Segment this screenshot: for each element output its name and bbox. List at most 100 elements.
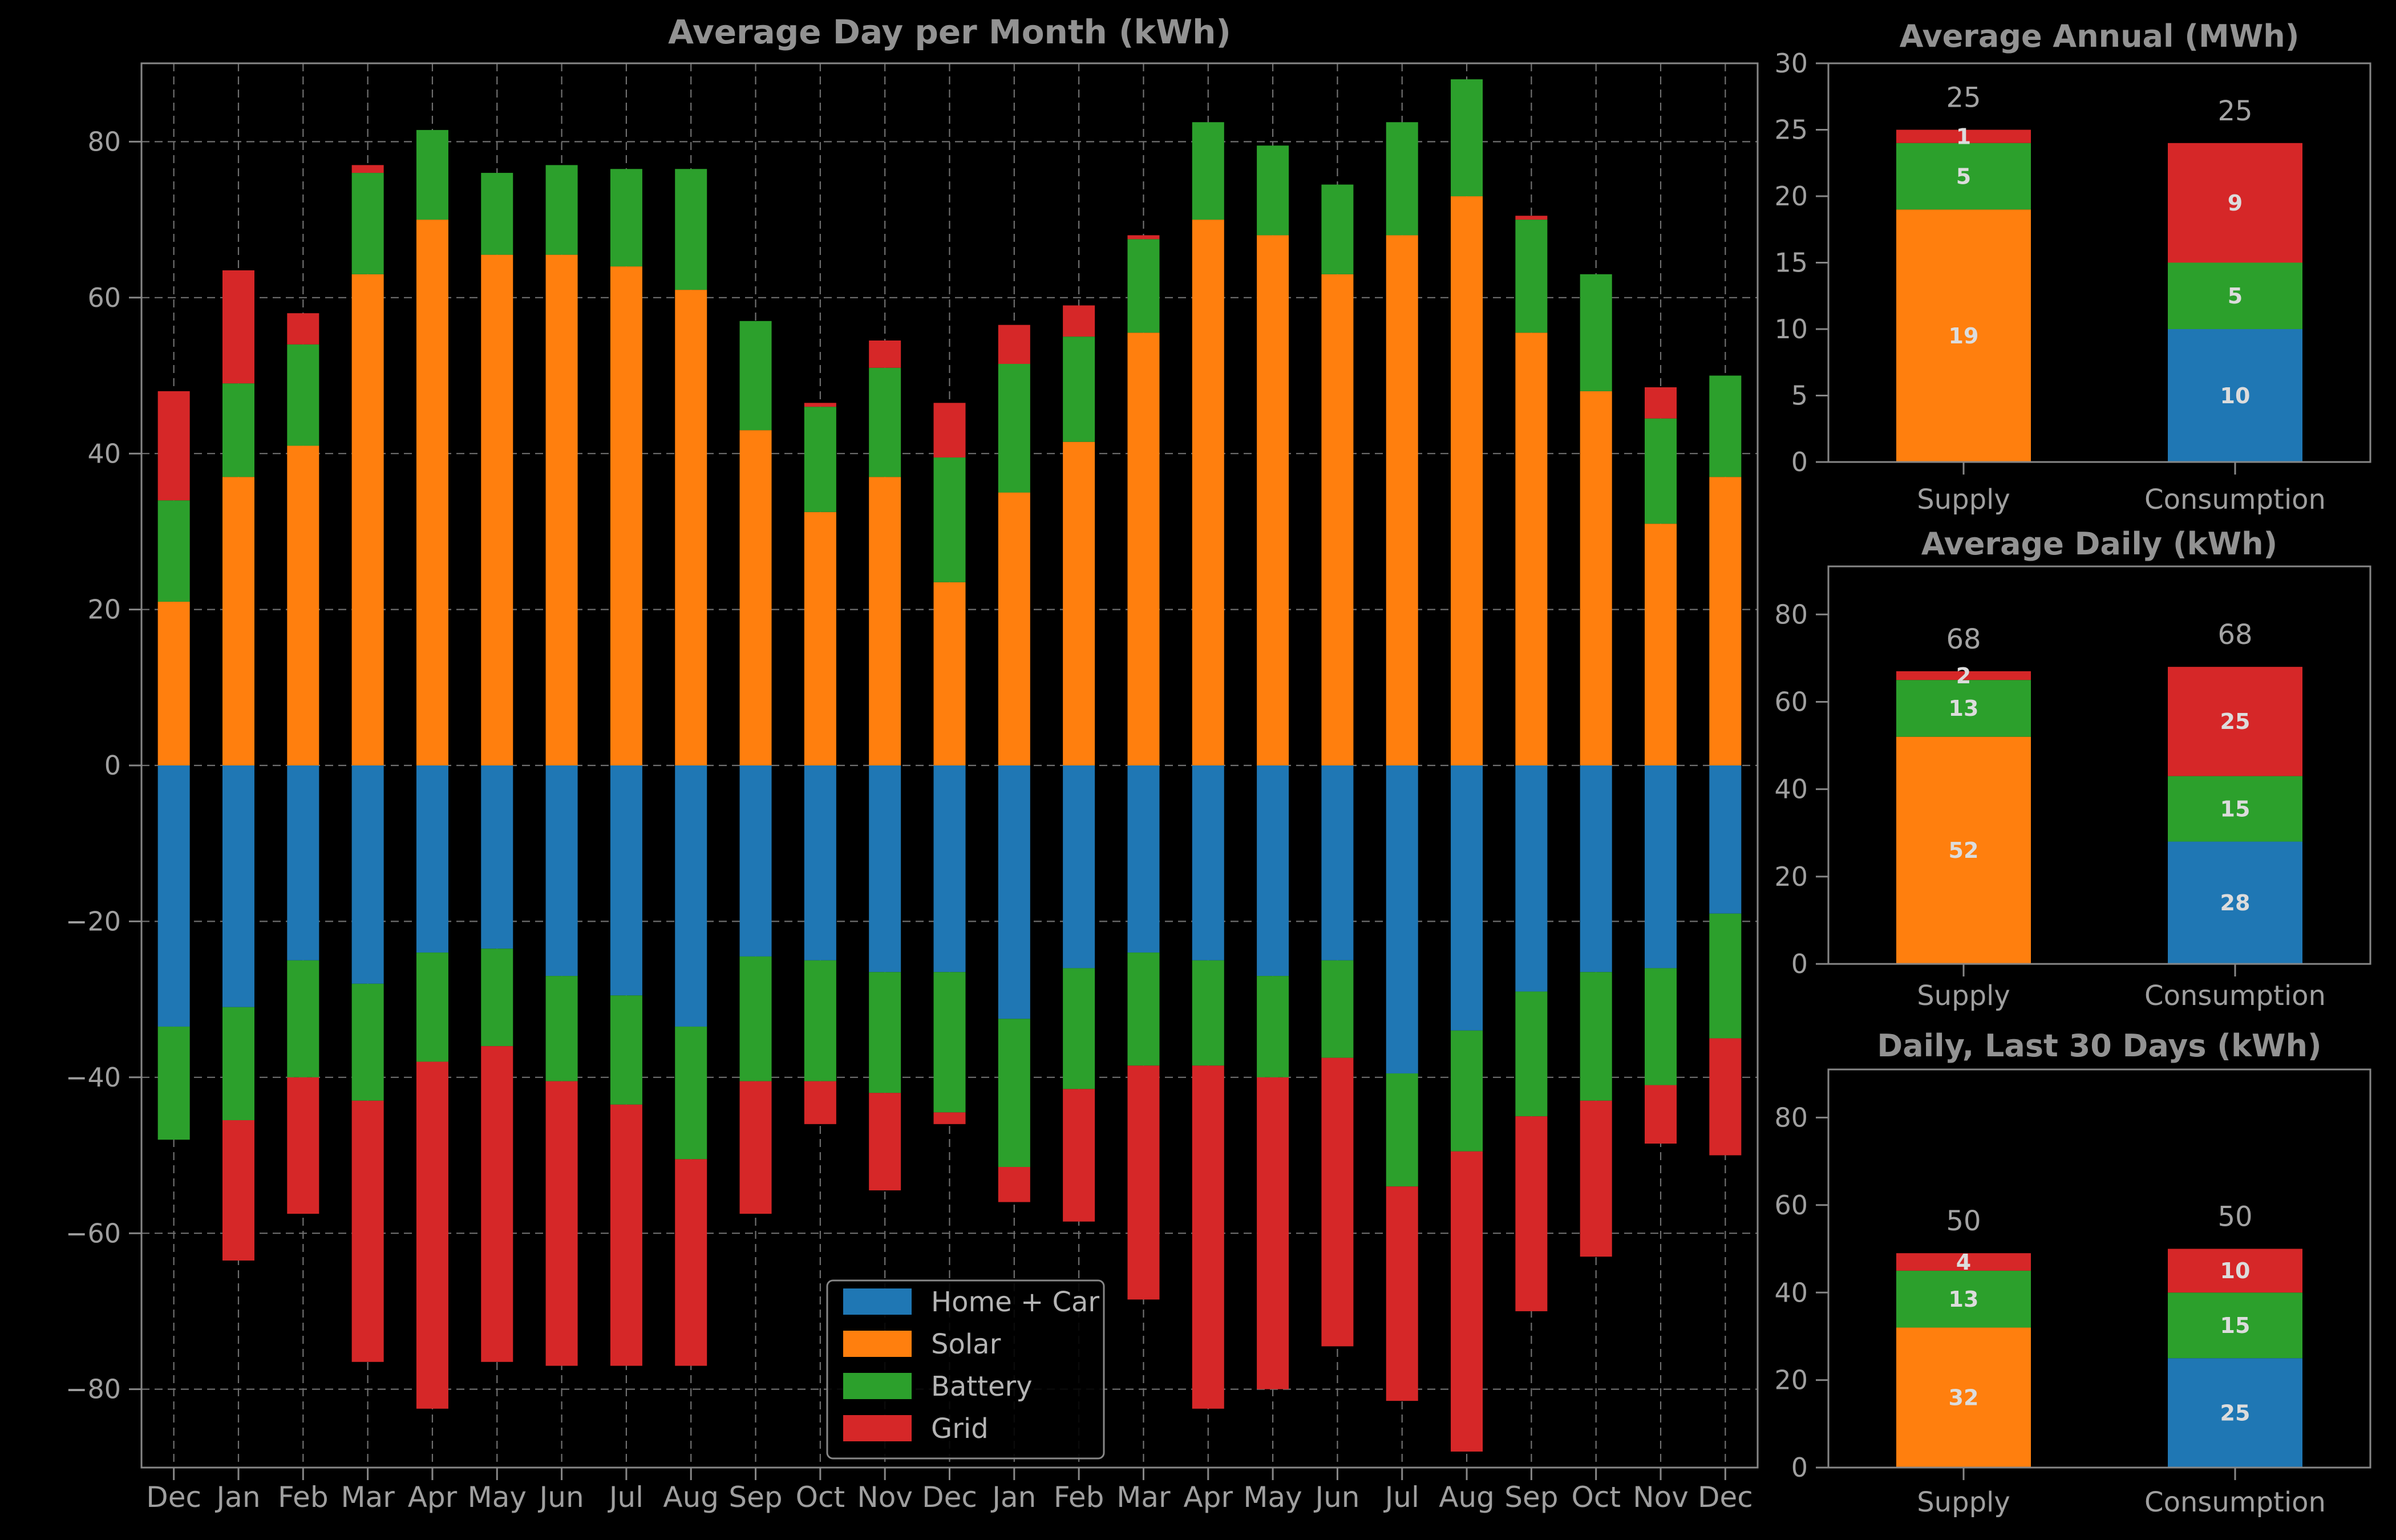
bar-segment: [1321, 274, 1354, 765]
bar-segment: [1321, 184, 1354, 274]
bar-segment: [804, 960, 836, 1081]
segment-value-label: 10: [2220, 1258, 2251, 1283]
bar-segment: [1386, 765, 1418, 1073]
bar-total-label: 50: [1946, 1205, 1981, 1237]
bar-segment: [869, 340, 901, 368]
bar-segment: [1063, 968, 1095, 1089]
legend-swatch-blue: [843, 1288, 912, 1315]
bar-segment: [416, 220, 448, 766]
bar-segment: [1063, 765, 1095, 968]
bar-segment: [545, 976, 578, 1081]
bar-segment: [287, 1077, 319, 1214]
bar-segment: [998, 325, 1030, 364]
bar-segment: [351, 765, 384, 984]
bar-segment: [2168, 1249, 2302, 1293]
bar-segment: [2168, 776, 2302, 842]
x-tick-label: Jun: [1313, 1481, 1359, 1514]
bar-segment: [351, 165, 384, 173]
segment-value-label: 25: [2220, 1400, 2251, 1425]
bar-segment: [804, 1081, 836, 1124]
x-tick-label: Nov: [1633, 1481, 1689, 1514]
bar-segment: [1645, 418, 1677, 524]
bar-total-label: 25: [1946, 82, 1981, 114]
bar-segment: [1515, 765, 1548, 992]
bar-segment: [998, 492, 1030, 765]
segment-value-label: 28: [2220, 890, 2251, 915]
bar-segment: [1192, 765, 1224, 961]
segment-value-label: 52: [1949, 838, 1979, 863]
bar-segment: [1127, 235, 1160, 240]
x-tick-label: Apr: [1184, 1481, 1233, 1514]
category-label: Supply: [1917, 1486, 2010, 1518]
bar-segment: [1709, 1038, 1742, 1156]
segment-value-label: 5: [2228, 283, 2243, 309]
bar-segment: [804, 407, 836, 512]
y-tick-label: 20: [1774, 861, 1808, 892]
bar-total-label: 50: [2217, 1201, 2252, 1233]
bar-segment: [675, 290, 707, 765]
bar-segment: [1386, 235, 1418, 765]
panel-title: Average Annual (MWh): [1900, 18, 2300, 54]
legend-swatch-red: [843, 1415, 912, 1441]
bar-segment: [222, 1120, 254, 1261]
bar-segment: [1645, 524, 1677, 765]
bar-segment: [1709, 375, 1742, 477]
x-tick-label: Apr: [408, 1481, 458, 1514]
bar-segment: [1321, 765, 1354, 961]
bar-segment: [933, 972, 966, 1113]
panel-title: Daily, Last 30 Days (kWh): [1877, 1028, 2321, 1064]
bar-segment: [869, 972, 901, 1093]
y-tick-label: 0: [1791, 949, 1808, 979]
bar-segment: [1896, 143, 2031, 210]
bar-segment: [1127, 239, 1160, 333]
bar-segment: [157, 765, 190, 1027]
x-tick-label: Aug: [1439, 1481, 1495, 1514]
x-tick-label: Oct: [796, 1481, 845, 1514]
bar-segment: [1515, 1116, 1548, 1311]
y-tick-label: 80: [87, 127, 121, 157]
bar-segment: [1127, 765, 1160, 953]
bar-segment: [804, 403, 836, 407]
x-tick-label: Mar: [1116, 1481, 1171, 1514]
x-tick-label: Jan: [214, 1481, 260, 1514]
bar-segment: [1709, 765, 1742, 914]
segment-value-label: 1: [1956, 124, 1971, 149]
bar-segment: [2168, 262, 2302, 329]
bar-segment: [1709, 477, 1742, 765]
x-tick-label: Dec: [922, 1481, 977, 1514]
legend-label: Solar: [931, 1328, 1001, 1360]
bar-segment: [1063, 1089, 1095, 1222]
bar-segment: [2168, 143, 2302, 263]
bar-segment: [287, 344, 319, 446]
category-label: Consumption: [2144, 484, 2326, 516]
legend-label: Home + Car: [931, 1286, 1099, 1318]
bar-segment: [287, 313, 319, 345]
bar-segment: [1645, 387, 1677, 419]
x-tick-label: Dec: [1698, 1481, 1753, 1514]
x-tick-label: Sep: [1504, 1481, 1558, 1514]
bar-segment: [1580, 391, 1612, 765]
bar-total-label: 68: [1946, 623, 1981, 655]
legend-label: Grid: [931, 1413, 989, 1445]
bar-segment: [1257, 765, 1289, 976]
panel-average-annual: 19 5 1 25 Supply 10 5 9 25 Consumption 0 5 10 15 20 25 3…: [1774, 18, 2371, 516]
y-tick-label: −80: [66, 1374, 121, 1405]
y-tick-label: 20: [1774, 1365, 1808, 1396]
legend-swatch-green: [843, 1373, 912, 1399]
category-label: Supply: [1917, 484, 2010, 516]
bar-segment: [1896, 671, 2031, 680]
panel-spines: [1827, 565, 2371, 965]
y-tick-label: −40: [66, 1062, 121, 1093]
bar-segment: [1515, 333, 1548, 765]
bar-segment: [1257, 145, 1289, 236]
bar-segment: [1257, 1077, 1289, 1389]
x-tick-label: Oct: [1571, 1481, 1620, 1514]
y-tick-label: 80: [1774, 599, 1808, 630]
y-tick-label: 80: [1774, 1102, 1808, 1133]
bar-segment: [675, 169, 707, 290]
bar-segment: [351, 1100, 384, 1362]
bar-segment: [1192, 1065, 1224, 1409]
bar-segment: [933, 1112, 966, 1124]
y-tick-label: 30: [1774, 48, 1808, 79]
